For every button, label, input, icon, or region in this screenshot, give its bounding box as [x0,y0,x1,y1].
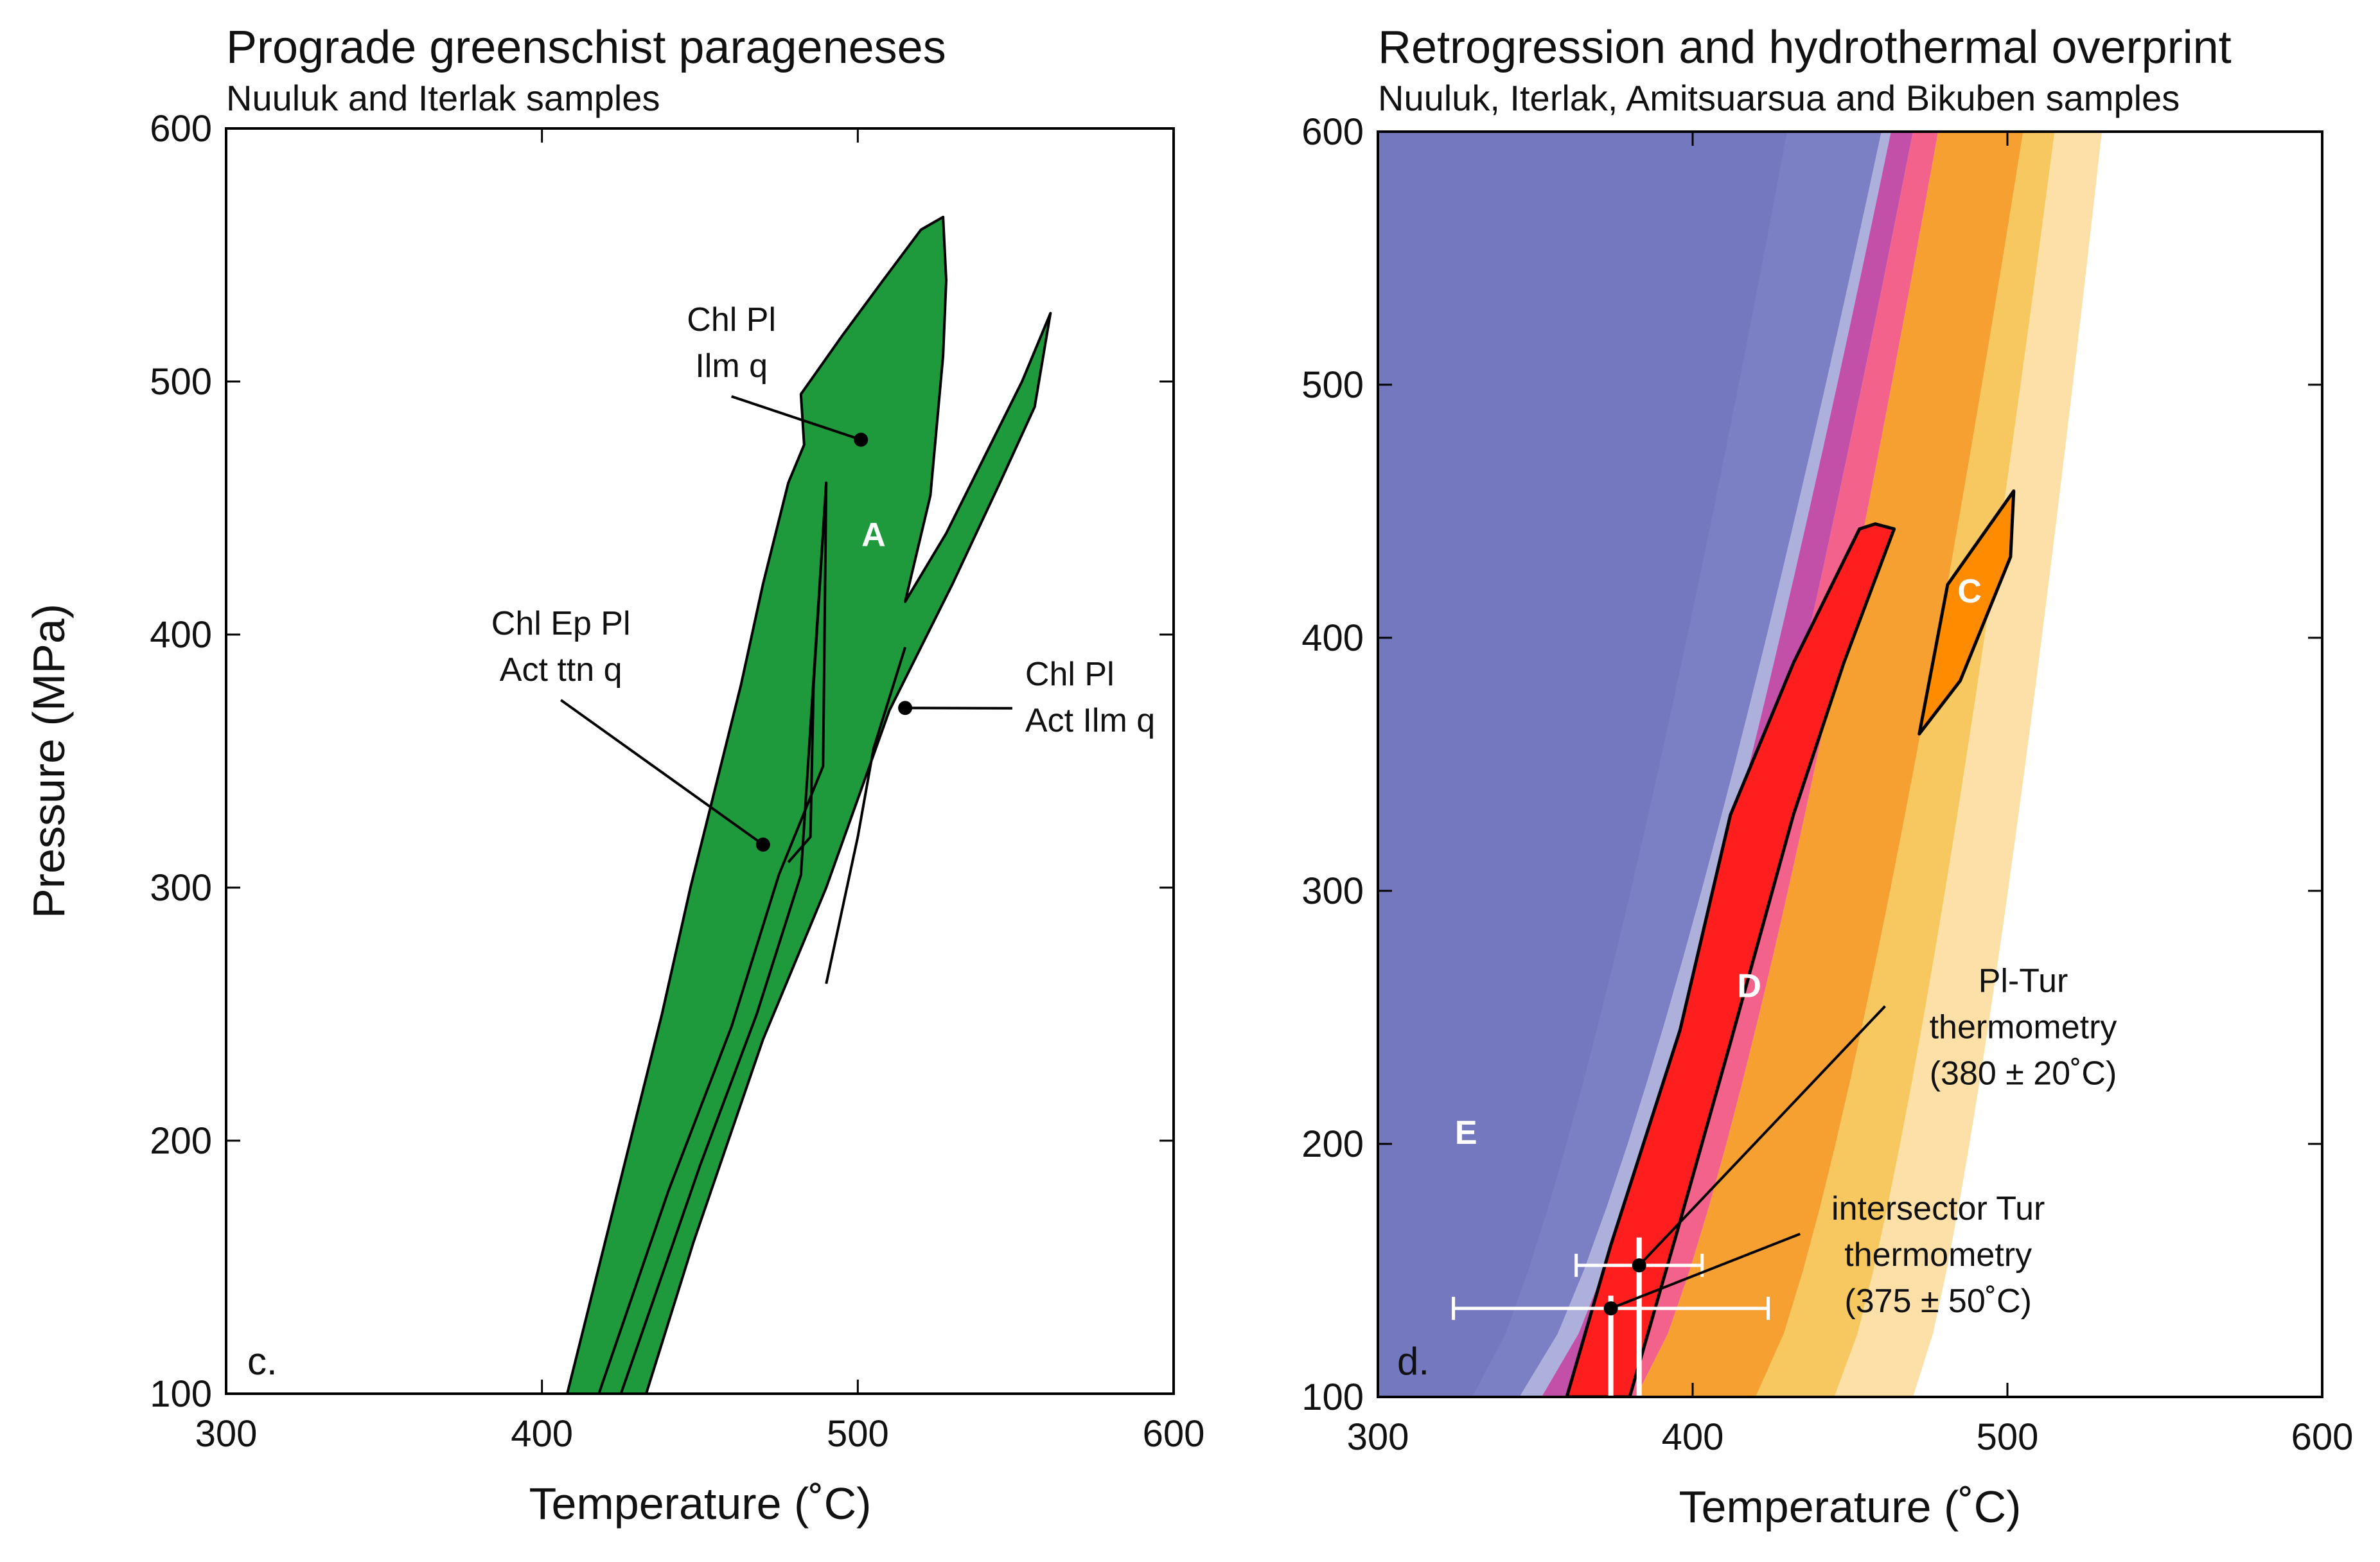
field-yellow-region [1756,132,2055,1397]
panel-c-plot-area: A [566,215,1052,1394]
panel-c-annotation-point [854,432,868,447]
panel-c-annotation-text: Chl Pl [1025,656,1115,693]
panel-d-y-tick-label: 500 [1301,364,1364,406]
panel-d-annotation-leader [1638,1005,1886,1267]
panel-d-frame [1377,130,2323,1398]
panel-c-y-tick-label: 100 [150,1373,212,1415]
field-boundary [619,482,828,1394]
panel-d-subtitle: Nuuluk, Iterlak, Amitsuarsua and Bikuben… [1378,78,2180,118]
field-d [1565,522,1896,1397]
panel-c-annotation-point [898,701,913,715]
panel-c-x-tick-label: 600 [1143,1413,1205,1455]
panel-c-annotation-text: Act ttn q [500,651,622,689]
panel-d-annotation-text: Pl-Tur [1979,963,2068,1000]
field-a-label: A [861,516,886,554]
field-yellow-fade [1834,132,2102,1397]
panel-c-axes: 300 400 500 600 100 200 300 400 500 600 [150,108,1204,1455]
panel-d-x-tick-label: 600 [2291,1416,2354,1458]
panel-d-annotations: Pl-Tur thermometry (380 ± 20˚C) intersector… [1603,963,2117,1320]
panel-d-y-tick-label: 300 [1301,870,1364,912]
field-boundary [825,647,907,985]
panel-c-annotation-text: Ilm q [695,347,768,385]
panel-c-x-label: Temperature (˚C) [529,1479,872,1529]
field-magenta-region [1541,132,1913,1397]
field-c [1917,489,2016,736]
panel-d-letter: d. [1397,1340,1429,1383]
panel-c-annotation-text: Chl Ep Pl [491,605,631,642]
panel-d-annotation-point [1632,1258,1646,1273]
panel-d: Retrogression and hydrothermal overprint… [1301,22,2353,1532]
field-pink-region [1582,132,1939,1397]
panel-c-y-label: Pressure (MPa) [24,604,74,918]
panel-c-annotation-text: Chl Pl [687,301,776,338]
panel-c-x-tick-label: 500 [827,1413,889,1455]
panel-c-y-tick-label: 400 [150,614,212,656]
panel-d-annotation-text: (380 ± 20˚C) [1930,1055,2117,1093]
panel-c-annotations: Chl Pl Ilm q Chl Ep Pl Act ttn q Chl Pl Act I… [491,301,1155,852]
field-boundary [597,481,828,1394]
panel-c-annotation-text: Act Ilm q [1025,702,1155,739]
panel-c: Prograde greenschist parageneses Nuuluk … [24,22,1204,1529]
panel-c-y-tick-label: 300 [150,867,212,909]
field-c-label: C [1957,573,1982,610]
panel-d-annotation-text: thermometry [1930,1009,2117,1046]
panel-c-y-tick-label: 500 [150,361,212,403]
panel-d-y-tick-label: 600 [1301,111,1364,153]
panel-d-annotation-text: thermometry [1844,1236,2032,1274]
panel-d-x-tick-label: 300 [1347,1416,1409,1458]
panel-c-x-tick-label: 400 [511,1413,573,1455]
panel-c-annotation-leader [731,395,861,441]
panel-c-letter: c. [247,1340,278,1383]
panel-c-y-tick-label: 200 [150,1120,212,1162]
field-e-label: E [1455,1114,1477,1152]
panel-d-y-tick-label: 200 [1301,1123,1364,1165]
panel-d-x-tick-label: 500 [1977,1416,2039,1458]
panel-c-subtitle: Nuuluk and Iterlak samples [226,78,660,118]
panel-d-x-label: Temperature (˚C) [1679,1482,2022,1532]
panel-c-annotation-point [755,838,770,852]
panel-c-frame [225,127,1175,1395]
panel-d-annotation-text: intersector Tur [1831,1190,2045,1227]
panel-d-axes: 300 400 500 600 100 200 300 400 500 600 [1301,111,2353,1458]
field-orange-region [1635,132,2023,1397]
panel-d-annotation-text: (375 ± 50˚C) [1844,1283,2032,1320]
panel-d-y-tick-label: 400 [1301,617,1364,659]
panel-d-annotation-point [1603,1301,1618,1316]
panel-d-annotation-leader [1610,1233,1801,1310]
panel-d-x-tick-label: 400 [1662,1416,1724,1458]
panel-c-x-tick-label: 300 [195,1413,258,1455]
panel-d-y-tick-label: 100 [1301,1376,1364,1418]
field-d-label: D [1737,967,1761,1005]
panel-d-title: Retrogression and hydrothermal overprint [1378,22,2232,73]
field-a [566,215,1052,1394]
panel-c-annotation-leader [560,699,764,846]
field-e-shade [1378,132,1787,1397]
panel-d-plot-area: E D C [1378,132,2102,1397]
panel-c-title: Prograde greenschist parageneses [226,22,946,73]
panel-c-y-tick-label: 600 [150,108,212,150]
